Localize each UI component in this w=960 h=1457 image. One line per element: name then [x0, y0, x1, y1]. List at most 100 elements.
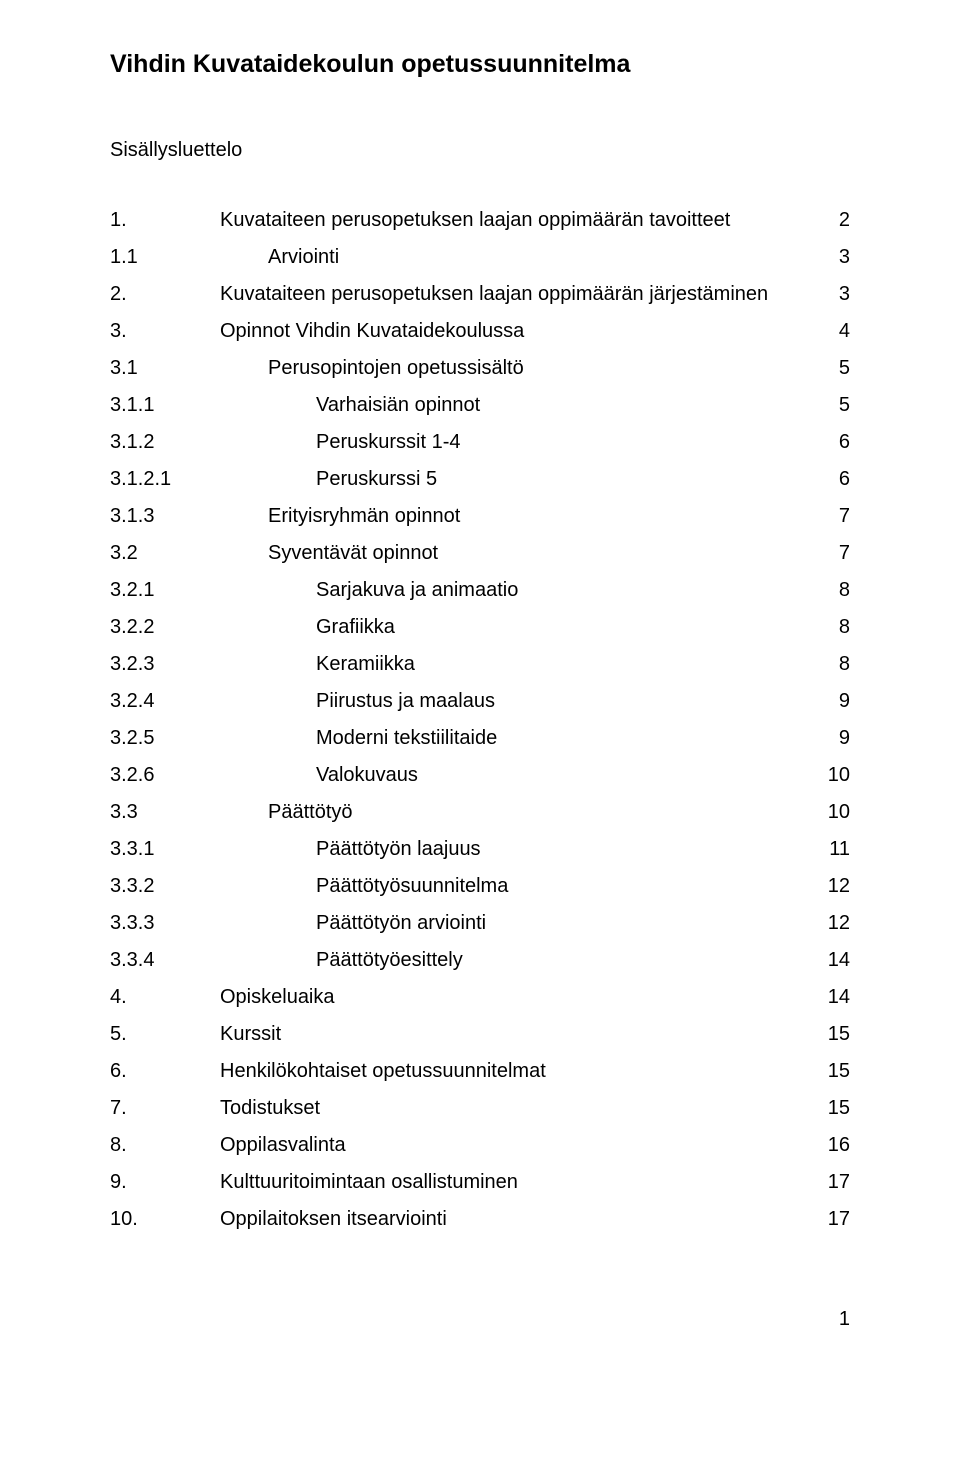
toc-entry-label: Todistukset — [220, 1090, 800, 1127]
document-title: Vihdin Kuvataidekoulun opetussuunnitelma — [110, 50, 850, 79]
toc-entry-number: 3.1.2 — [110, 424, 220, 461]
toc-entry-page: 6 — [800, 424, 850, 461]
toc-entry-label: Kurssit — [220, 1016, 800, 1053]
toc-entry-label: Päättötyösuunnitelma — [220, 868, 800, 905]
toc-row: 3.2.1Sarjakuva ja animaatio8 — [110, 572, 850, 609]
toc-entry-page: 3 — [800, 276, 850, 313]
toc-entry-label: Sarjakuva ja animaatio — [220, 572, 800, 609]
toc-heading: Sisällysluettelo — [110, 139, 850, 162]
toc-entry-number: 2. — [110, 276, 220, 313]
toc-entry-page: 12 — [800, 905, 850, 942]
toc-row: 3.2.4Piirustus ja maalaus9 — [110, 683, 850, 720]
toc-entry-number: 9. — [110, 1164, 220, 1201]
toc-entry-number: 3.2.1 — [110, 572, 220, 609]
toc-entry-label: Opinnot Vihdin Kuvataidekoulussa — [220, 313, 800, 350]
toc-row: 3.2Syventävät opinnot7 — [110, 535, 850, 572]
toc-entry-page: 8 — [800, 572, 850, 609]
toc-entry-page: 8 — [800, 646, 850, 683]
toc-entry-number: 3.3 — [110, 794, 220, 831]
toc-entry-page: 10 — [800, 757, 850, 794]
toc-row: 6.Henkilökohtaiset opetussuunnitelmat15 — [110, 1053, 850, 1090]
toc-entry-label: Grafiikka — [220, 609, 800, 646]
toc-row: 7.Todistukset15 — [110, 1090, 850, 1127]
page-number: 1 — [110, 1308, 850, 1331]
toc-entry-number: 3.2.2 — [110, 609, 220, 646]
toc-row: 3.2.3Keramiikka8 — [110, 646, 850, 683]
toc-entry-number: 10. — [110, 1201, 220, 1238]
toc-entry-number: 1. — [110, 202, 220, 239]
toc-entry-page: 16 — [800, 1127, 850, 1164]
toc-row: 3.3.3Päättötyön arviointi12 — [110, 905, 850, 942]
toc-row: 1.1Arviointi3 — [110, 239, 850, 276]
toc-entry-page: 5 — [800, 387, 850, 424]
toc-entry-number: 5. — [110, 1016, 220, 1053]
toc-entry-label: Peruskurssi 5 — [220, 461, 800, 498]
toc-entry-page: 10 — [800, 794, 850, 831]
toc-entry-page: 7 — [800, 498, 850, 535]
toc-row: 3.3.2Päättötyösuunnitelma12 — [110, 868, 850, 905]
toc-entry-page: 11 — [800, 831, 850, 868]
toc-row: 3.3.1Päättötyön laajuus11 — [110, 831, 850, 868]
toc-entry-label: Oppilasvalinta — [220, 1127, 800, 1164]
toc-entry-label: Arviointi — [220, 239, 800, 276]
toc-row: 3.1.1Varhaisiän opinnot5 — [110, 387, 850, 424]
toc-row: 10.Oppilaitoksen itsearviointi17 — [110, 1201, 850, 1238]
toc-entry-number: 3.2.6 — [110, 757, 220, 794]
toc-entry-label: Syventävät opinnot — [220, 535, 800, 572]
toc-entry-label: Oppilaitoksen itsearviointi — [220, 1201, 800, 1238]
toc-entry-label: Piirustus ja maalaus — [220, 683, 800, 720]
toc-entry-number: 8. — [110, 1127, 220, 1164]
toc-entry-label: Opiskeluaika — [220, 979, 800, 1016]
toc-row: 9.Kulttuuritoimintaan osallistuminen17 — [110, 1164, 850, 1201]
toc-entry-page: 17 — [800, 1164, 850, 1201]
toc-entry-number: 3.2.4 — [110, 683, 220, 720]
toc-entry-number: 3.2.5 — [110, 720, 220, 757]
toc-entry-page: 2 — [800, 202, 850, 239]
toc-row: 1.Kuvataiteen perusopetuksen laajan oppi… — [110, 202, 850, 239]
toc-entry-number: 3.3.1 — [110, 831, 220, 868]
toc-entry-page: 17 — [800, 1201, 850, 1238]
toc-row: 3.1.2.1Peruskurssi 56 — [110, 461, 850, 498]
toc-entry-label: Peruskurssit 1-4 — [220, 424, 800, 461]
toc-entry-number: 6. — [110, 1053, 220, 1090]
toc-entry-number: 3.3.3 — [110, 905, 220, 942]
toc-entry-number: 3.1 — [110, 350, 220, 387]
toc-entry-number: 3.1.3 — [110, 498, 220, 535]
table-of-contents: 1.Kuvataiteen perusopetuksen laajan oppi… — [110, 202, 850, 1238]
toc-entry-number: 1.1 — [110, 239, 220, 276]
toc-entry-page: 14 — [800, 942, 850, 979]
toc-entry-page: 15 — [800, 1090, 850, 1127]
toc-entry-page: 5 — [800, 350, 850, 387]
toc-row: 3.2.6Valokuvaus10 — [110, 757, 850, 794]
toc-entry-label: Valokuvaus — [220, 757, 800, 794]
toc-entry-page: 15 — [800, 1016, 850, 1053]
toc-row: 3.2.5Moderni tekstiilitaide9 — [110, 720, 850, 757]
toc-entry-page: 15 — [800, 1053, 850, 1090]
toc-entry-label: Henkilökohtaiset opetussuunnitelmat — [220, 1053, 800, 1090]
toc-entry-label: Kulttuuritoimintaan osallistuminen — [220, 1164, 800, 1201]
toc-entry-label: Päättötyön arviointi — [220, 905, 800, 942]
toc-entry-number: 3.3.4 — [110, 942, 220, 979]
toc-entry-number: 3.2 — [110, 535, 220, 572]
toc-entry-number: 4. — [110, 979, 220, 1016]
toc-entry-page: 6 — [800, 461, 850, 498]
toc-entry-label: Keramiikka — [220, 646, 800, 683]
toc-entry-label: Kuvataiteen perusopetuksen laajan oppimä… — [220, 276, 800, 313]
toc-entry-label: Moderni tekstiilitaide — [220, 720, 800, 757]
toc-entry-label: Erityisryhmän opinnot — [220, 498, 800, 535]
toc-entry-page: 14 — [800, 979, 850, 1016]
toc-entry-page: 9 — [800, 720, 850, 757]
toc-row: 2.Kuvataiteen perusopetuksen laajan oppi… — [110, 276, 850, 313]
toc-entry-page: 8 — [800, 609, 850, 646]
toc-row: 5.Kurssit15 — [110, 1016, 850, 1053]
toc-entry-number: 3.1.1 — [110, 387, 220, 424]
toc-entry-page: 12 — [800, 868, 850, 905]
toc-row: 3.1.3Erityisryhmän opinnot7 — [110, 498, 850, 535]
toc-row: 3.1.2Peruskurssit 1-46 — [110, 424, 850, 461]
toc-row: 3.1Perusopintojen opetussisältö5 — [110, 350, 850, 387]
toc-row: 3.3.4Päättötyöesittely14 — [110, 942, 850, 979]
toc-entry-number: 3.2.3 — [110, 646, 220, 683]
toc-entry-label: Päättötyö — [220, 794, 800, 831]
toc-entry-label: Varhaisiän opinnot — [220, 387, 800, 424]
toc-entry-label: Päättötyön laajuus — [220, 831, 800, 868]
